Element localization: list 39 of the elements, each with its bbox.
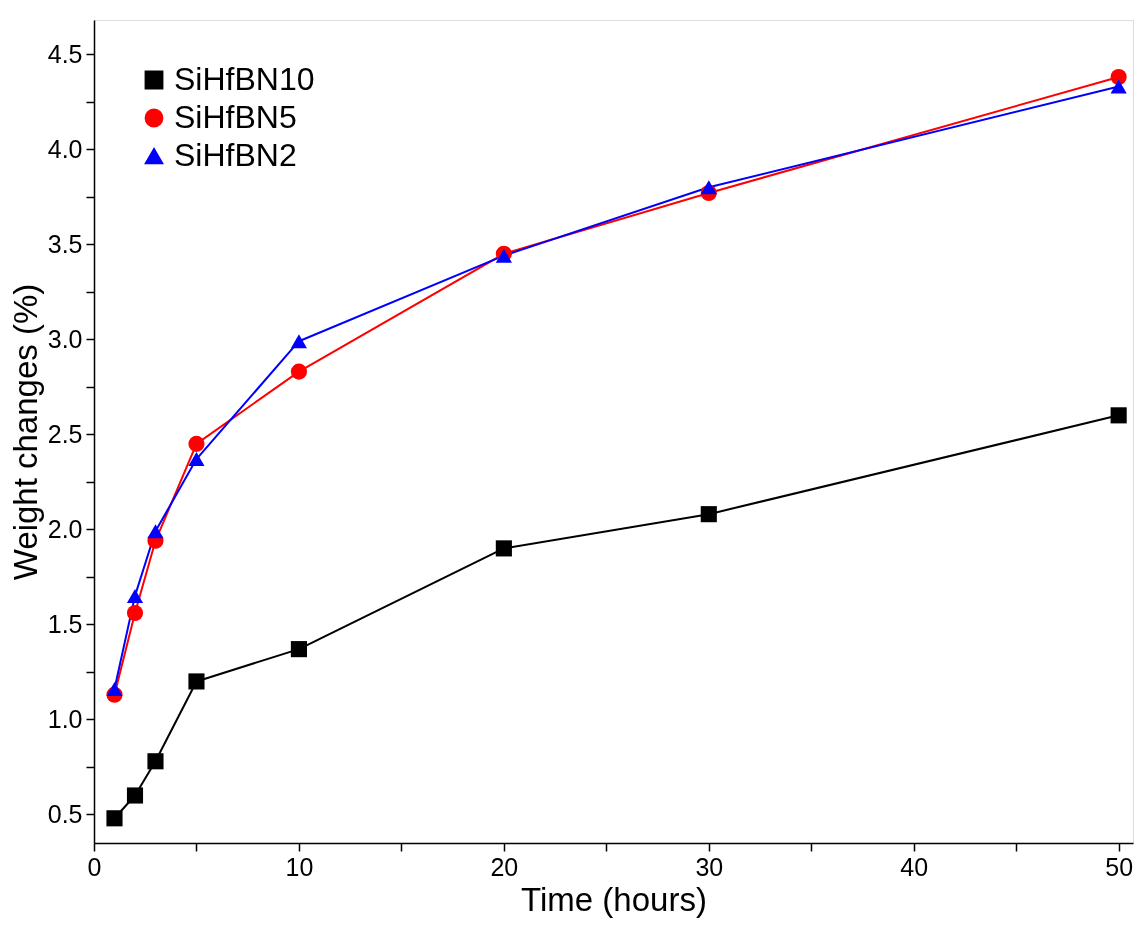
x-tick-label: 10 bbox=[285, 852, 314, 881]
legend-label: SiHfBN10 bbox=[174, 61, 315, 97]
point bbox=[126, 787, 144, 804]
point bbox=[1110, 79, 1127, 94]
point bbox=[290, 641, 307, 658]
point bbox=[126, 588, 144, 603]
y-tick-label: 0.5 bbox=[47, 799, 83, 828]
point bbox=[1110, 68, 1127, 86]
point bbox=[290, 363, 307, 380]
y-tick-label: 2.5 bbox=[47, 419, 83, 448]
point bbox=[495, 540, 512, 557]
y-tick-label: 3.0 bbox=[47, 324, 83, 353]
point bbox=[147, 753, 164, 770]
y-tick-label: 2.0 bbox=[47, 514, 83, 543]
legend-label: SiHfBN5 bbox=[174, 99, 297, 135]
y-axis-title: Weight changes (%) bbox=[6, 283, 44, 581]
x-tick-label: 50 bbox=[1105, 852, 1134, 881]
x-axis-title: Time (hours) bbox=[521, 880, 707, 918]
y-tick-label: 1.0 bbox=[47, 704, 83, 733]
point bbox=[188, 435, 205, 452]
y-tick-label: 1.5 bbox=[47, 609, 83, 638]
x-tick-label: 20 bbox=[490, 852, 519, 881]
x-tick-label: 0 bbox=[87, 852, 102, 881]
x-tick-label: 40 bbox=[900, 852, 929, 881]
point bbox=[106, 682, 123, 697]
point bbox=[700, 506, 717, 523]
point bbox=[188, 673, 205, 690]
x-tick-label: 30 bbox=[695, 852, 724, 881]
y-tick-label: 4.0 bbox=[47, 134, 83, 163]
y-tick-label: 4.5 bbox=[47, 39, 83, 68]
point bbox=[1110, 407, 1127, 424]
point bbox=[188, 452, 205, 467]
point bbox=[290, 334, 307, 349]
legend-label: SiHfBN2 bbox=[174, 137, 297, 173]
point bbox=[126, 604, 144, 622]
point bbox=[147, 524, 164, 539]
point bbox=[106, 810, 123, 827]
y-tick-label: 3.5 bbox=[47, 229, 83, 258]
point bbox=[700, 180, 717, 195]
